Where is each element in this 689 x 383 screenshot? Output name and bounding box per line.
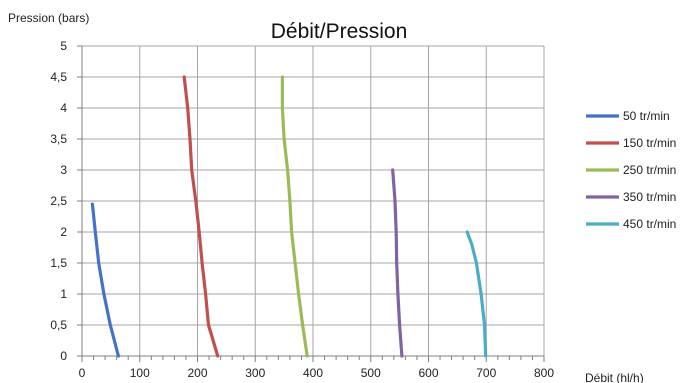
- x-tick-label: 300: [245, 366, 265, 380]
- y-tick-label: 3,5: [50, 132, 67, 146]
- x-axis-label: Débit (hl/h): [585, 371, 644, 383]
- y-tick-label: 3: [60, 163, 67, 177]
- gridlines: [81, 45, 545, 357]
- legend-label-1: 50 tr/min: [623, 109, 670, 123]
- y-tick-label: 0,5: [50, 318, 67, 332]
- chart-title: Débit/Pression: [271, 20, 408, 43]
- series-line-3: [280, 75, 309, 358]
- y-tick-label: 2,5: [50, 194, 67, 208]
- tick-labels: 0 0,5 1 1,5 2 2,5 3 3,5 4 4,5 5 0 100 200 300 400 500 600…: [50, 39, 554, 380]
- series-lines: [90, 75, 488, 358]
- x-tick-label: 700: [476, 366, 496, 380]
- legend-label-2: 150 tr/min: [623, 136, 676, 150]
- legend-label-5: 450 tr/min: [623, 217, 676, 231]
- series-line-4: [391, 168, 404, 358]
- x-tick-label: 600: [418, 366, 438, 380]
- y-tick-label: 4,5: [50, 70, 67, 84]
- y-axis-label: Pression (bars): [8, 11, 89, 25]
- y-tick-label: 1,5: [50, 256, 67, 270]
- x-tick-label: 200: [187, 366, 207, 380]
- x-tick-label: 100: [130, 366, 150, 380]
- axes: [77, 45, 545, 362]
- series-line-1: [90, 202, 120, 358]
- x-tick-label: 500: [361, 366, 381, 380]
- y-tick-label: 2: [60, 225, 67, 239]
- y-tick-label: 4: [60, 101, 67, 115]
- series-line-2: [182, 75, 220, 358]
- x-tick-label: 0: [79, 366, 86, 380]
- y-tick-label: 0: [60, 349, 67, 363]
- y-tick-label: 5: [60, 39, 67, 53]
- legend-label-3: 250 tr/min: [623, 163, 676, 177]
- series-line-5: [465, 230, 488, 358]
- y-tick-label: 1: [60, 287, 67, 301]
- legend: 50 tr/min 150 tr/min 250 tr/min 350 tr/min 4…: [586, 109, 676, 231]
- legend-label-4: 350 tr/min: [623, 190, 676, 204]
- x-tick-label: 400: [303, 366, 323, 380]
- x-tick-label: 800: [534, 366, 554, 380]
